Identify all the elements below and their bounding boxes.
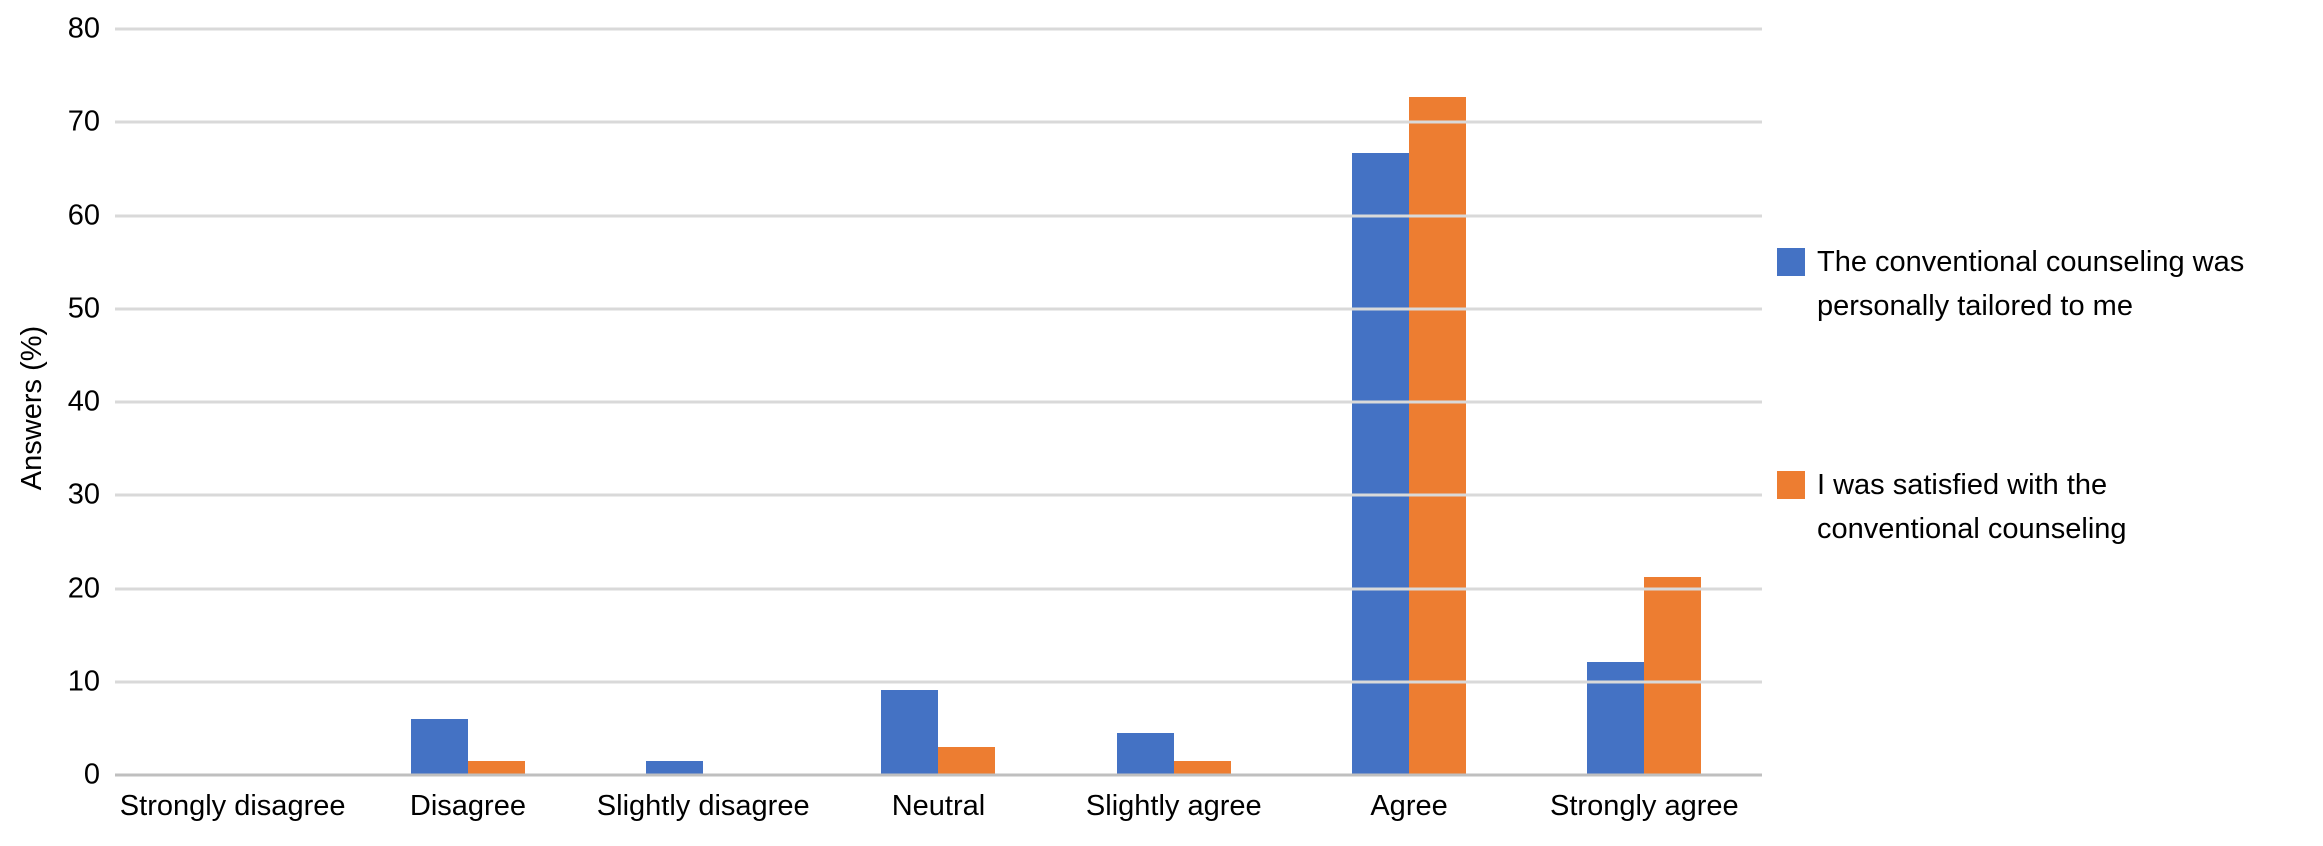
- legend-label-line: The conventional counseling was: [1817, 246, 2245, 278]
- bar-group-disagree: [350, 29, 585, 775]
- y-tick-label-50: 50: [67, 292, 100, 325]
- x-label-neutral: Neutral: [891, 790, 986, 822]
- x-axis-category-labels: Strongly disagree Disagree Slightly disagr…: [115, 786, 1762, 826]
- gridline-10: [115, 680, 1762, 684]
- gridline-50: [115, 307, 1762, 311]
- y-tick-label-40: 40: [67, 385, 100, 418]
- y-tick-label-80: 80: [67, 12, 100, 45]
- legend-swatch-2: [1777, 471, 1805, 499]
- x-label-strongly-disagree: Strongly disagree: [119, 790, 346, 822]
- bar-series2-neutral: [938, 746, 996, 775]
- bar-group-slightly-agree: [1056, 29, 1291, 775]
- y-tick-label-10: 10: [67, 665, 100, 698]
- bar-group-slightly-disagree: [586, 29, 821, 775]
- gridline-40: [115, 400, 1762, 404]
- y-tick-label-0: 0: [83, 758, 100, 791]
- bar-group-neutral: [821, 29, 1056, 775]
- gridline-0: [115, 773, 1762, 777]
- bar-series1-neutral: [881, 690, 939, 775]
- legend-label-1: The conventional counseling was personall…: [1817, 240, 2244, 328]
- bar-series2-slightly-agree: [1173, 760, 1231, 775]
- legend-label-2: I was satisfied with the conventional cou…: [1817, 463, 2127, 551]
- x-label-slightly-disagree: Slightly disagree: [596, 790, 810, 822]
- legend-label-line: I was satisfied with the: [1817, 469, 2108, 501]
- bar-series1-slightly-disagree: [646, 760, 704, 775]
- bar-series1-disagree: [410, 718, 468, 775]
- plot-area: [115, 27, 1762, 777]
- bar-groups: [115, 29, 1762, 775]
- legend-item-1: The conventional counseling was personall…: [1777, 240, 2323, 328]
- y-tick-label-70: 70: [67, 105, 100, 138]
- bar-series1-agree: [1352, 153, 1410, 775]
- bar-series1-strongly-agree: [1587, 661, 1645, 775]
- gridline-70: [115, 120, 1762, 124]
- gridline-60: [115, 214, 1762, 217]
- bar-series2-disagree: [467, 760, 525, 775]
- x-label-agree: Agree: [1370, 790, 1448, 822]
- legend-label-line: conventional counseling: [1817, 513, 2127, 545]
- gridline-20: [115, 587, 1762, 590]
- bar-group-agree: [1291, 29, 1526, 775]
- x-label-slightly-agree: Slightly agree: [1085, 790, 1262, 822]
- gridline-30: [115, 493, 1762, 497]
- bar-series1-slightly-agree: [1116, 732, 1174, 775]
- x-label-disagree: Disagree: [409, 790, 526, 822]
- x-label-strongly-agree: Strongly agree: [1550, 790, 1739, 822]
- y-tick-label-30: 30: [67, 478, 100, 511]
- legend-swatch-1: [1777, 248, 1805, 276]
- bar-series2-strongly-agree: [1644, 577, 1702, 775]
- legend-label-line: personally tailored to me: [1817, 290, 2133, 322]
- y-tick-label-60: 60: [67, 199, 100, 231]
- y-tick-label-20: 20: [67, 572, 100, 604]
- gridline-80: [115, 27, 1762, 31]
- y-axis-tick-labels: 80 70 60 50 40 30 20 10 0: [0, 14, 100, 789]
- bar-series2-agree: [1409, 96, 1467, 775]
- legend-item-2: I was satisfied with the conventional cou…: [1777, 463, 2323, 551]
